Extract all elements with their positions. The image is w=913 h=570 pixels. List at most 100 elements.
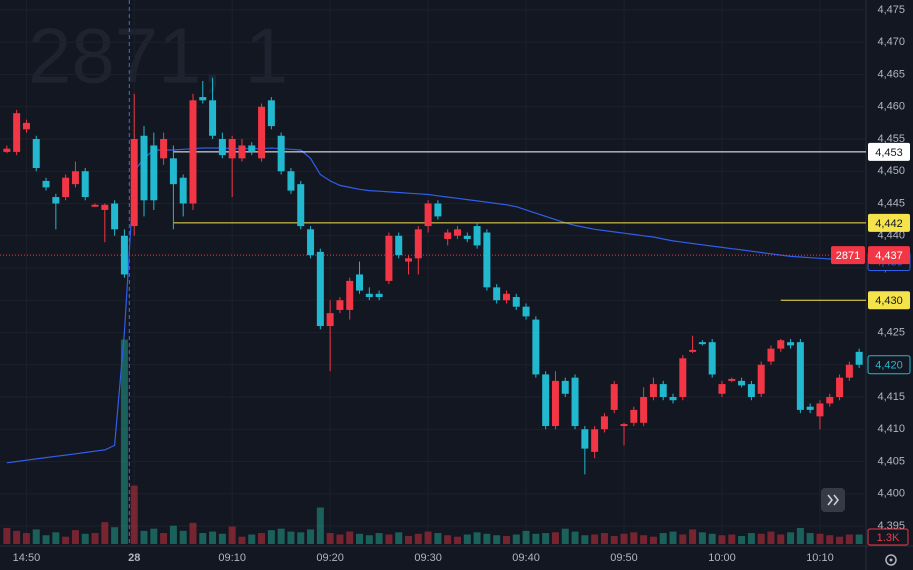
candle-body xyxy=(356,274,364,291)
volume-bar xyxy=(698,532,706,544)
level-price-tag-bg xyxy=(868,213,910,232)
candle-body xyxy=(424,203,432,227)
volume-tag-bg xyxy=(867,528,909,546)
volume-bar xyxy=(463,534,471,544)
y-tick-label: 4,450 xyxy=(877,165,905,177)
volume-bar xyxy=(3,527,11,544)
volume-bar xyxy=(512,534,520,544)
volume-bar xyxy=(199,533,207,544)
volume-bar xyxy=(111,527,119,544)
candle-body xyxy=(689,349,697,352)
candle-body xyxy=(493,287,501,301)
candle-body xyxy=(130,139,138,227)
candle-body xyxy=(32,139,40,169)
volume-bar xyxy=(532,533,540,544)
x-tick-label: 09:40 xyxy=(512,552,540,564)
candle-body xyxy=(277,135,285,172)
candle-body xyxy=(532,319,540,375)
y-tick-label: 4,475 xyxy=(877,4,905,16)
volume-bar xyxy=(297,532,305,544)
candle-body xyxy=(747,384,755,397)
candle-body xyxy=(42,180,50,188)
volume-bar xyxy=(375,533,383,544)
candle-body xyxy=(316,251,324,327)
candle-body xyxy=(679,358,687,397)
x-tick-label: 28 xyxy=(128,552,140,564)
volume-bar xyxy=(91,533,99,544)
y-tick-label: 4,415 xyxy=(877,391,905,403)
candle-body xyxy=(551,380,559,427)
candle-body xyxy=(591,429,599,452)
settings-icon-dot[interactable] xyxy=(889,558,893,562)
y-tick-label: 4,465 xyxy=(877,68,905,80)
candle-body xyxy=(405,258,413,262)
volume-bar xyxy=(307,529,315,544)
candle-body xyxy=(140,135,148,201)
candle-body xyxy=(463,235,471,239)
volume-bar xyxy=(287,531,295,544)
volume-bar xyxy=(620,533,628,544)
candle-body xyxy=(22,122,30,130)
candle-body xyxy=(502,293,510,301)
volume-bar xyxy=(52,532,60,544)
volume-bar xyxy=(855,534,863,544)
candle-body xyxy=(512,297,520,307)
volume-bar xyxy=(228,526,236,544)
candle-body xyxy=(52,197,60,204)
settings-button[interactable] xyxy=(885,554,897,566)
volume-bar xyxy=(13,530,21,544)
level-price-tag-bg xyxy=(868,291,910,310)
volume-bar xyxy=(248,534,256,544)
y-tick-label: 4,425 xyxy=(877,326,905,338)
volume-bar xyxy=(649,536,657,544)
x-tick-label: 10:00 xyxy=(708,552,736,564)
close-price-tag: 4,420 xyxy=(875,360,903,372)
volume-bar xyxy=(708,533,716,544)
close-price-tag-bg xyxy=(867,355,911,375)
candle-body xyxy=(738,380,746,386)
candle-body xyxy=(297,184,305,227)
candle-body xyxy=(561,380,569,394)
scroll-icon[interactable] xyxy=(827,494,839,506)
candle-body xyxy=(581,429,589,449)
candle-body xyxy=(228,139,236,159)
candle-body xyxy=(258,106,266,159)
candle-body xyxy=(209,100,217,136)
volume-bar xyxy=(160,533,168,544)
volume-bar xyxy=(238,536,246,544)
y-tick-label: 4,455 xyxy=(877,133,905,145)
candle-body xyxy=(708,342,716,375)
settings-icon[interactable] xyxy=(885,554,897,566)
volume-bar xyxy=(189,522,197,544)
volume-bar xyxy=(209,531,217,544)
y-tick-label: 4,470 xyxy=(877,36,905,48)
volume-bar xyxy=(267,530,275,544)
candle-body xyxy=(826,397,834,404)
candle-body xyxy=(395,235,403,256)
volume-bar xyxy=(130,485,138,544)
volume-bar xyxy=(561,528,569,544)
scroll-button-bg[interactable] xyxy=(821,488,845,512)
candle-body xyxy=(336,300,344,310)
volume-bar xyxy=(150,528,158,544)
candle-body xyxy=(483,232,491,288)
candle-body xyxy=(453,229,461,236)
volume-bar xyxy=(591,534,599,544)
candle-body xyxy=(238,145,246,159)
candle-body xyxy=(787,342,795,346)
candle-body xyxy=(267,100,275,127)
candle-body xyxy=(649,384,657,397)
volume-bar xyxy=(326,533,334,544)
candle-body xyxy=(659,384,667,397)
candle-body xyxy=(169,158,177,185)
candle-body xyxy=(218,139,226,156)
x-tick-label: 10:10 xyxy=(806,552,834,564)
candle-body xyxy=(610,384,618,410)
scroll-button[interactable] xyxy=(821,488,845,512)
y-tick-label: 4,445 xyxy=(877,197,905,209)
candle-body xyxy=(767,348,775,362)
volume-bar xyxy=(101,522,109,544)
volume-bar xyxy=(32,529,40,544)
symbol-tag-bg xyxy=(831,246,865,265)
level-price-tag: 4,453 xyxy=(875,147,903,159)
